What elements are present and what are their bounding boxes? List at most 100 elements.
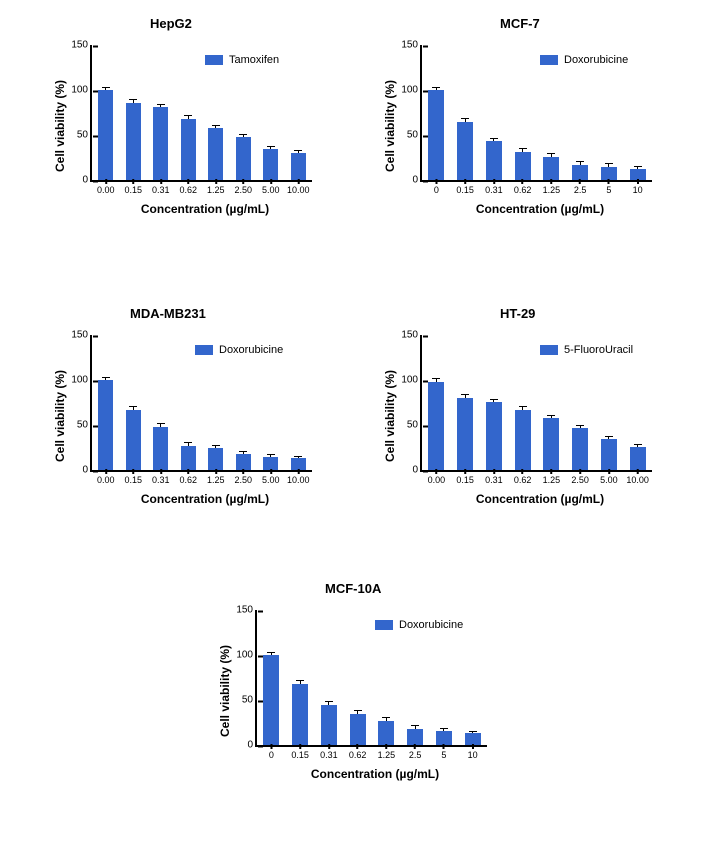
x-tick: 2.50 (571, 470, 589, 485)
legend-label: Tamoxifen (229, 54, 279, 66)
bar (126, 410, 141, 470)
bar (378, 721, 394, 745)
error-bar (160, 105, 161, 107)
bar (601, 167, 617, 181)
error-cap (102, 87, 110, 88)
bar (457, 122, 473, 181)
error-cap (490, 138, 498, 139)
error-cap (519, 406, 527, 407)
legend: Doxorubicine (375, 619, 463, 631)
x-tick: 5.00 (262, 180, 280, 195)
y-tick: 100 (71, 375, 92, 386)
x-tick: 2.5 (574, 180, 587, 195)
error-bar (608, 437, 609, 439)
x-tick: 0 (269, 745, 274, 760)
bar (486, 141, 502, 180)
error-bar (386, 718, 387, 721)
panel-title: MCF-10A (325, 581, 381, 596)
panel-mcf10a: MCF-10A05010015000.150.310.621.252.5510C… (195, 575, 515, 805)
legend-label: Doxorubicine (219, 344, 283, 356)
legend-swatch (540, 55, 558, 65)
y-tick: 0 (412, 465, 422, 476)
error-bar (522, 407, 523, 410)
y-tick: 100 (236, 650, 257, 661)
x-tick: 0.00 (428, 470, 446, 485)
legend: 5-FluoroUracil (540, 344, 633, 356)
x-axis-label: Concentration (µg/mL) (130, 492, 280, 506)
x-tick: 2.5 (409, 745, 422, 760)
error-bar (608, 164, 609, 167)
bar (153, 427, 168, 470)
x-tick: 0.31 (320, 745, 338, 760)
y-axis-label: Cell viability (%) (383, 342, 397, 462)
bar (208, 128, 223, 180)
error-cap (267, 454, 275, 455)
y-axis-label: Cell viability (%) (218, 617, 232, 737)
bar (543, 157, 559, 180)
y-tick: 0 (247, 740, 257, 751)
error-bar (465, 119, 466, 122)
error-cap (432, 87, 440, 88)
y-tick: 150 (401, 330, 422, 341)
y-tick: 150 (236, 605, 257, 616)
bar (263, 149, 278, 181)
error-cap (239, 134, 247, 135)
x-tick: 0.31 (485, 180, 503, 195)
bar (630, 447, 646, 470)
x-tick: 0.62 (179, 470, 197, 485)
error-cap (382, 717, 390, 718)
legend-label: Doxorubicine (564, 54, 628, 66)
figure-root: HepG20501001500.000.150.310.621.252.505.… (0, 0, 702, 846)
error-bar (522, 149, 523, 152)
error-bar (188, 116, 189, 119)
error-cap (325, 701, 333, 702)
x-tick: 0.15 (124, 180, 142, 195)
bar (98, 90, 113, 180)
bar (126, 103, 141, 180)
error-bar (160, 424, 161, 427)
error-cap (490, 399, 498, 400)
error-cap (547, 153, 555, 154)
error-bar (493, 139, 494, 142)
bar (572, 165, 588, 180)
x-tick: 5.00 (262, 470, 280, 485)
x-tick: 0.62 (514, 470, 532, 485)
x-tick: 1.25 (543, 470, 561, 485)
error-cap (267, 146, 275, 147)
panel-title: MCF-7 (500, 16, 540, 31)
x-tick: 0.15 (124, 470, 142, 485)
y-tick: 0 (82, 175, 92, 186)
x-tick: 10.00 (626, 470, 649, 485)
error-bar (443, 729, 444, 731)
x-tick: 0.62 (179, 180, 197, 195)
error-bar (637, 167, 638, 169)
error-bar (415, 726, 416, 729)
bar (428, 90, 444, 180)
error-cap (634, 166, 642, 167)
legend-swatch (205, 55, 223, 65)
error-cap (605, 436, 613, 437)
x-axis-label: Concentration (µg/mL) (465, 492, 615, 506)
error-cap (634, 444, 642, 445)
bar (543, 418, 559, 470)
legend: Doxorubicine (195, 344, 283, 356)
error-bar (436, 379, 437, 382)
error-bar (472, 732, 473, 734)
error-cap (296, 680, 304, 681)
error-bar (580, 162, 581, 165)
y-tick: 50 (242, 695, 257, 706)
error-bar (243, 452, 244, 454)
x-tick: 10 (468, 745, 478, 760)
bar (292, 684, 308, 745)
bar (208, 448, 223, 471)
x-tick: 0.00 (97, 470, 115, 485)
x-tick: 2.50 (234, 180, 252, 195)
error-bar (493, 400, 494, 402)
error-cap (519, 148, 527, 149)
y-tick: 50 (407, 420, 422, 431)
bar (572, 428, 588, 470)
error-cap (184, 442, 192, 443)
x-tick: 0.62 (514, 180, 532, 195)
bar (350, 714, 366, 746)
y-tick: 100 (401, 375, 422, 386)
